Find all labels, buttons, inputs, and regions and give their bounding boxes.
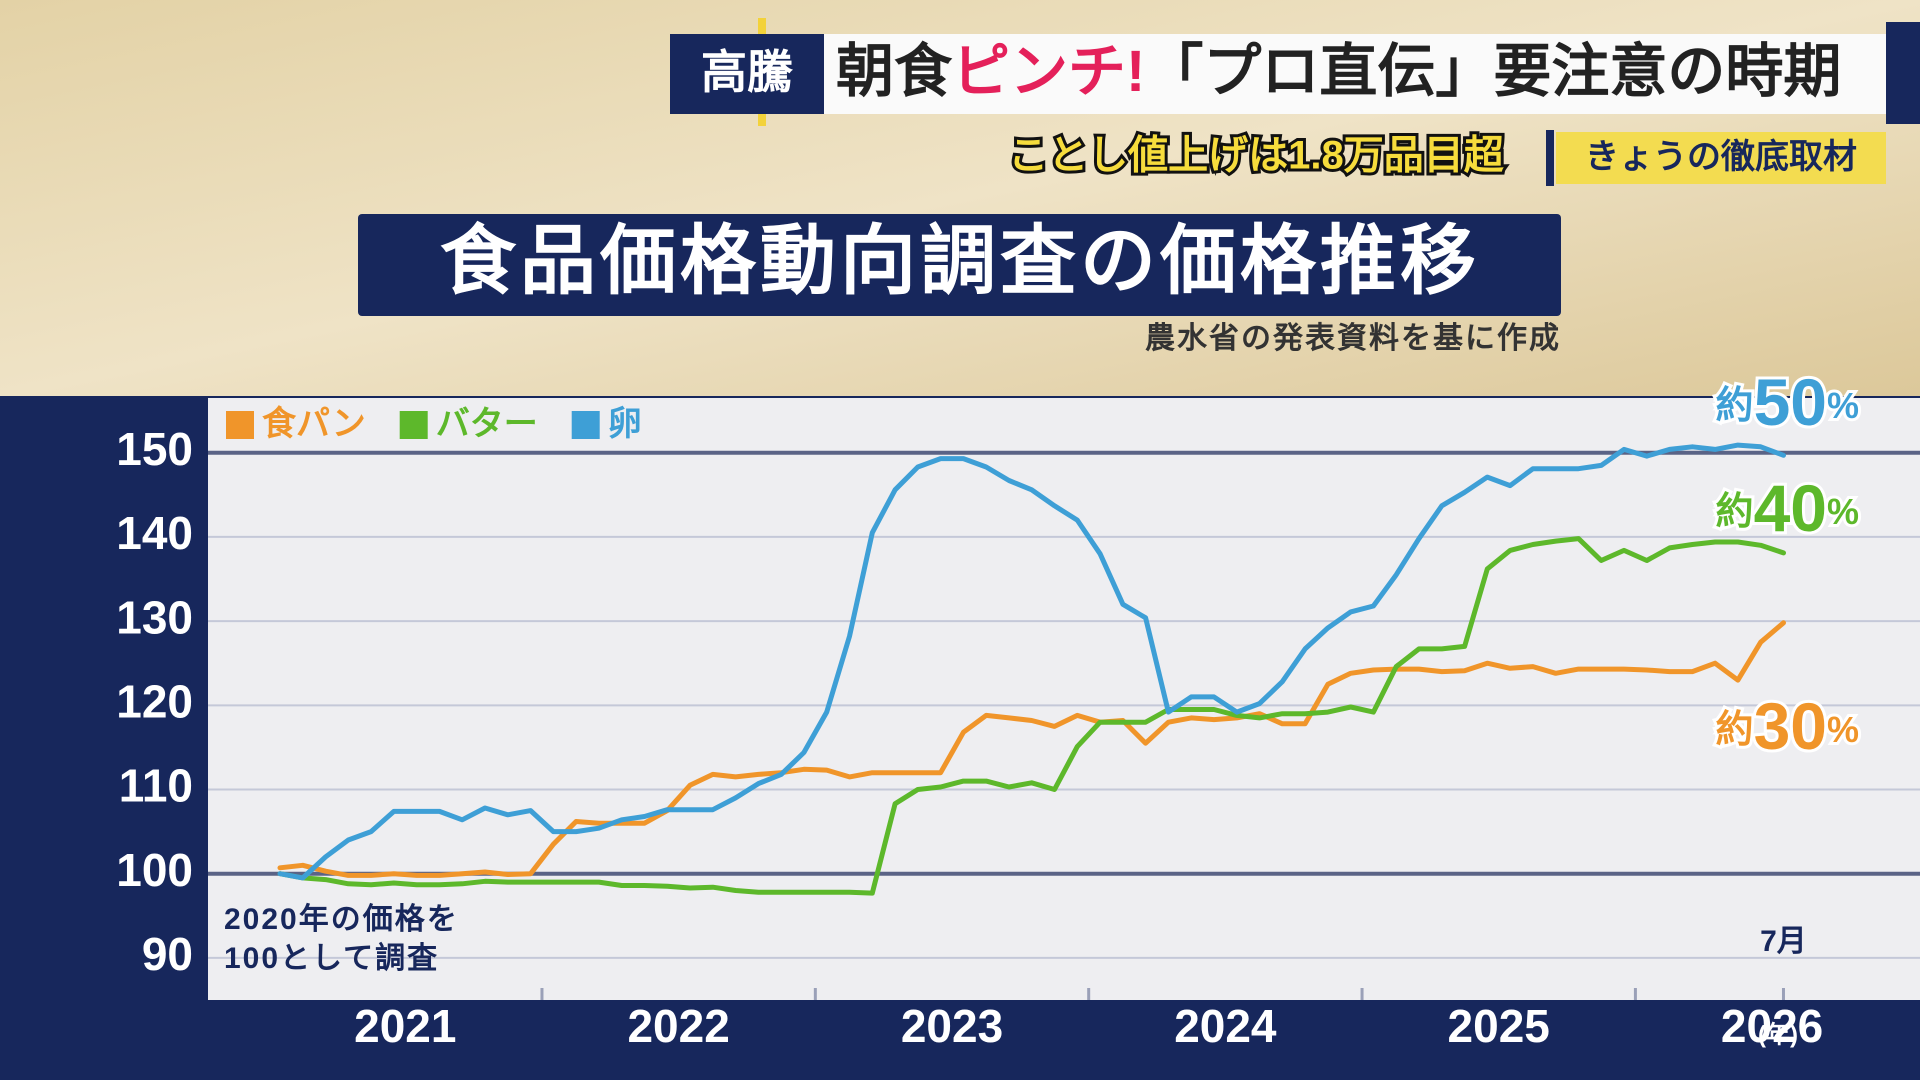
legend-label: バター bbox=[436, 405, 538, 443]
legend-swatch bbox=[571, 411, 600, 439]
plot-area bbox=[208, 398, 1920, 1000]
y-tick-label: 110 bbox=[119, 760, 193, 812]
headline-part: 朝食 bbox=[836, 39, 953, 104]
annotation-unit: % bbox=[1827, 385, 1859, 426]
x-tick-label: 2022 bbox=[627, 1000, 729, 1052]
y-tick-label: 120 bbox=[116, 675, 193, 727]
end-label: 7月 bbox=[1760, 925, 1807, 958]
tag: 高騰 bbox=[701, 46, 794, 98]
headline: 朝食ピンチ!「プロ直伝」要注意の時期 bbox=[836, 39, 1841, 104]
note: 100として調査 bbox=[224, 942, 439, 975]
title-box bbox=[358, 214, 1561, 316]
annotation-value: 50 bbox=[1754, 365, 1827, 439]
x-tick-label: 2024 bbox=[1174, 1000, 1277, 1052]
series-line bbox=[277, 620, 1786, 878]
x-unit: (年) bbox=[1758, 1020, 1798, 1048]
x-tick-label: 2025 bbox=[1448, 1000, 1550, 1052]
subline: ことし値上げは1.8万品目超 bbox=[1008, 134, 1505, 178]
legend-swatch bbox=[399, 411, 428, 439]
note: 2020年の価格を bbox=[224, 903, 459, 936]
y-tick-label: 90 bbox=[142, 928, 193, 980]
source: 農水省の発表資料を基に作成 bbox=[1145, 322, 1561, 355]
annotation: 約40% bbox=[1716, 471, 1859, 545]
y-tick-label: 130 bbox=[116, 591, 193, 643]
annotation-unit: % bbox=[1827, 709, 1859, 750]
annotation: 約50% bbox=[1716, 365, 1859, 439]
legend-swatch bbox=[226, 411, 254, 439]
y-tick-label: 100 bbox=[116, 844, 193, 896]
chart-title: 食品価格動向調査の価格推移 bbox=[440, 219, 1480, 304]
corner-box bbox=[1556, 132, 1886, 184]
annotation-value: 40 bbox=[1754, 471, 1827, 545]
headline-box bbox=[824, 34, 1886, 114]
y-tick-label: 150 bbox=[116, 423, 193, 475]
annotation-prefix: 約 bbox=[1716, 491, 1754, 533]
x-tick-label: 2023 bbox=[901, 1000, 1003, 1052]
x-tick-label: 2021 bbox=[354, 1000, 456, 1052]
legend-label: 卵 bbox=[608, 405, 642, 443]
chart: 90 100 110 120 130 140 150 2021 2022 2023 2024 2025… bbox=[116, 362, 1920, 1052]
y-tick-label: 140 bbox=[116, 507, 193, 559]
annotation-value: 30 bbox=[1754, 689, 1827, 763]
annotation: 約30% bbox=[1716, 689, 1859, 763]
annotation-unit: % bbox=[1827, 491, 1859, 532]
series-line bbox=[277, 536, 1786, 896]
corner-label: きょうの徹底取材 bbox=[1585, 138, 1857, 176]
legend-label: 食パン bbox=[262, 404, 366, 443]
tag-box bbox=[670, 34, 824, 114]
annotation-prefix: 約 bbox=[1716, 385, 1754, 427]
x-tick-label: 2026 bbox=[1721, 1000, 1823, 1052]
headline-part: ピンチ! bbox=[952, 39, 1145, 104]
series-line bbox=[277, 442, 1786, 881]
corner-accent bbox=[1546, 130, 1554, 186]
headline-edge bbox=[1886, 22, 1920, 124]
headline-part: 要注意の時期 bbox=[1493, 39, 1841, 104]
headline-part: 「プロ直伝」 bbox=[1145, 39, 1493, 104]
annotation-prefix: 約 bbox=[1716, 709, 1754, 751]
